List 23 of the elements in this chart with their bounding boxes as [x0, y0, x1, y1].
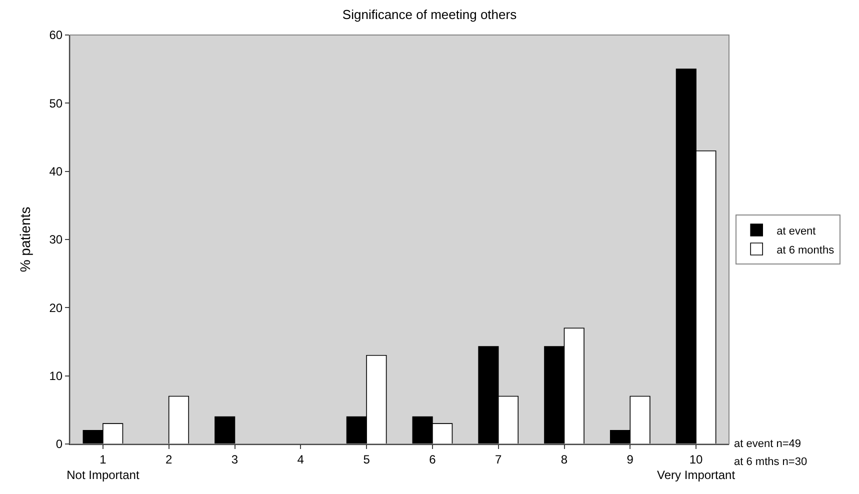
text: at 6 mths n=30 — [734, 456, 808, 468]
y-tick-label: 40 — [49, 164, 63, 179]
y-tick-label: 20 — [49, 300, 63, 315]
x-tick-label: 4 — [297, 452, 304, 466]
text: at event n=49 — [734, 438, 801, 450]
x-tick-label: 5 — [363, 452, 370, 466]
y-tick-label: 0 — [56, 437, 63, 452]
x-tick-label: 8 — [560, 452, 568, 466]
x-tick-label: 9 — [626, 452, 634, 466]
chart-title: Significance of meeting others — [342, 6, 518, 22]
y-axis-title: % patients — [16, 206, 33, 272]
x-tick-label: 3 — [231, 452, 238, 466]
y-tick-label: 10 — [49, 369, 63, 384]
legend-label: at 6 months — [776, 244, 835, 256]
x-tick-label: 2 — [166, 452, 173, 466]
x-tick-label: 10 Very Important — [657, 452, 736, 482]
x-tick-label: 7 — [495, 452, 502, 466]
y-tick-label: 50 — [49, 96, 63, 110]
y-tick-label: 30 — [49, 232, 63, 247]
x-tick-label: 6 — [429, 452, 436, 466]
x-tick-label: 1 Not Important — [66, 452, 140, 482]
legend-label: at event — [776, 225, 816, 238]
y-tick-label: 60 — [49, 28, 63, 42]
